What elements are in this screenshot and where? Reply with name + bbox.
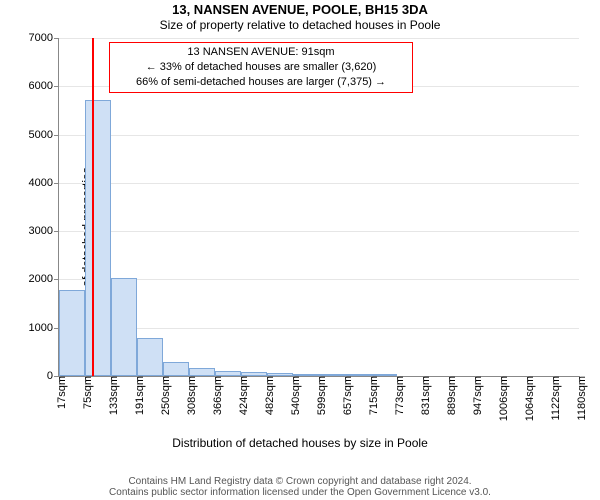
ytick-label: 6000 [29, 80, 59, 92]
gridline [59, 328, 579, 329]
xtick-label: 1180sqm [570, 376, 588, 420]
xtick-label: 308sqm [180, 376, 198, 415]
histogram-bar [137, 338, 163, 376]
xtick-label: 599sqm [310, 376, 328, 415]
xtick-label: 831sqm [414, 376, 432, 415]
histogram-bar [111, 278, 137, 376]
ytick-label: 3000 [29, 225, 59, 237]
ytick-label: 1000 [29, 322, 59, 334]
histogram-bar [85, 100, 111, 376]
xtick-label: 947sqm [466, 376, 484, 415]
xtick-label: 424sqm [232, 376, 250, 415]
credits-line-2: Contains public sector information licen… [0, 487, 600, 498]
gridline [59, 38, 579, 39]
xtick-label: 1006sqm [492, 376, 510, 421]
histogram-bar [189, 368, 215, 376]
histogram-bar [163, 362, 189, 376]
ytick-label: 2000 [29, 273, 59, 285]
chart-subtitle: Size of property relative to detached ho… [0, 18, 600, 32]
xtick-label: 366sqm [206, 376, 224, 415]
xtick-label: 540sqm [284, 376, 302, 415]
ytick-label: 5000 [29, 129, 59, 141]
xtick-label: 657sqm [336, 376, 354, 415]
xtick-label: 482sqm [258, 376, 276, 415]
xtick-label: 17sqm [50, 376, 68, 409]
xtick-label: 1064sqm [518, 376, 536, 421]
xtick-label: 889sqm [440, 376, 458, 415]
xtick-label: 773sqm [388, 376, 406, 415]
callout-line: 13 NANSEN AVENUE: 91sqm [116, 45, 406, 60]
x-axis-label: Distribution of detached houses by size … [0, 436, 600, 450]
gridline [59, 135, 579, 136]
xtick-label: 1122sqm [544, 376, 562, 420]
callout-line: 66% of semi-detached houses are larger (… [116, 75, 406, 90]
xtick-label: 715sqm [362, 376, 380, 415]
callout-box: 13 NANSEN AVENUE: 91sqm← 33% of detached… [109, 42, 413, 93]
credits: Contains HM Land Registry data © Crown c… [0, 476, 600, 498]
xtick-label: 250sqm [154, 376, 172, 415]
xtick-label: 75sqm [76, 376, 94, 409]
histogram-bar [59, 290, 85, 376]
xtick-label: 191sqm [128, 376, 146, 415]
chart-title: 13, NANSEN AVENUE, POOLE, BH15 3DA [0, 2, 600, 17]
callout-line: ← 33% of detached houses are smaller (3,… [116, 60, 406, 75]
ytick-label: 4000 [29, 177, 59, 189]
xtick-label: 133sqm [102, 376, 120, 415]
ytick-label: 7000 [29, 32, 59, 44]
gridline [59, 231, 579, 232]
gridline [59, 183, 579, 184]
gridline [59, 279, 579, 280]
credits-line-1: Contains HM Land Registry data © Crown c… [0, 476, 600, 487]
histogram-plot: 0100020003000400050006000700013 NANSEN A… [58, 38, 579, 377]
property-marker-line [92, 38, 94, 376]
